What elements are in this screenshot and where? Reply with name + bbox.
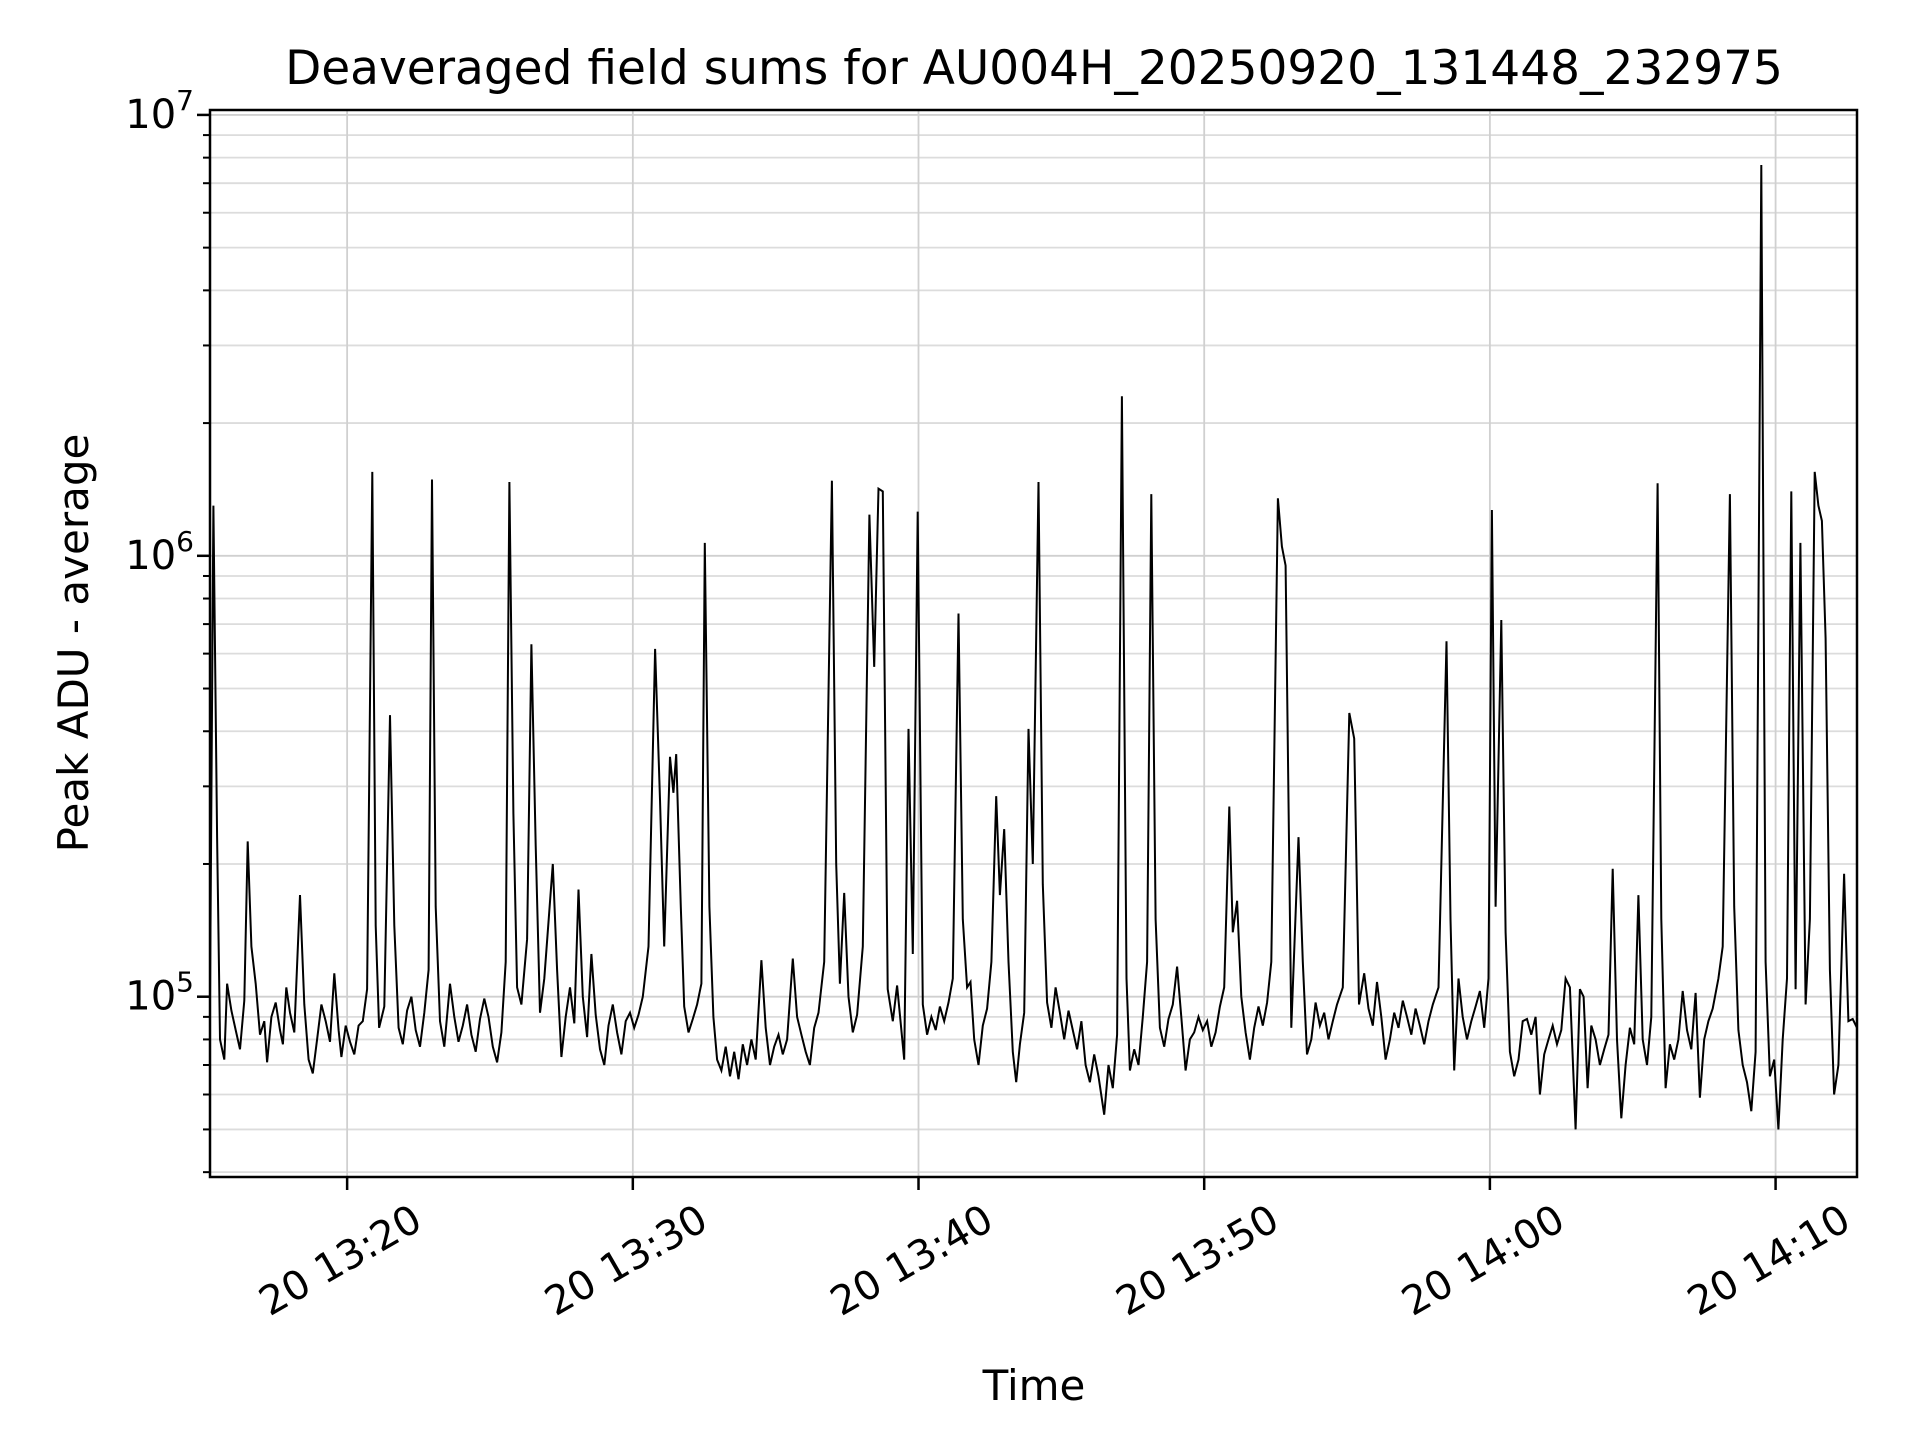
x-tick-label: 20 13:50: [1109, 1196, 1287, 1325]
y-tick-label: 105: [125, 966, 194, 1020]
x-tick-label: 20 13:40: [823, 1196, 1001, 1325]
data-series-line: [209, 164, 1858, 1130]
chart-title: Deaveraged field sums for AU004H_2025092…: [285, 41, 1783, 96]
data-series-layer: [209, 164, 1858, 1130]
plot-border: [208, 108, 1859, 1179]
x-axis-label: Time: [982, 1361, 1086, 1410]
tick-label-layer: 105 106 107 20 13:20 20 13:30 20 13:40 20 13:5…: [125, 84, 1858, 1325]
x-tick-label: 20 14:00: [1394, 1196, 1572, 1325]
x-tick-label: 20 14:10: [1680, 1196, 1858, 1325]
y-tick-label: 107: [125, 84, 194, 138]
grid-layer: [210, 110, 1857, 1177]
tick-layer: [197, 113, 1777, 1190]
x-tick-label: 20 13:20: [252, 1196, 430, 1325]
x-tick-label: 20 13:30: [537, 1196, 715, 1325]
y-axis-label: Peak ADU - average: [49, 434, 98, 853]
y-tick-label: 106: [125, 525, 194, 579]
